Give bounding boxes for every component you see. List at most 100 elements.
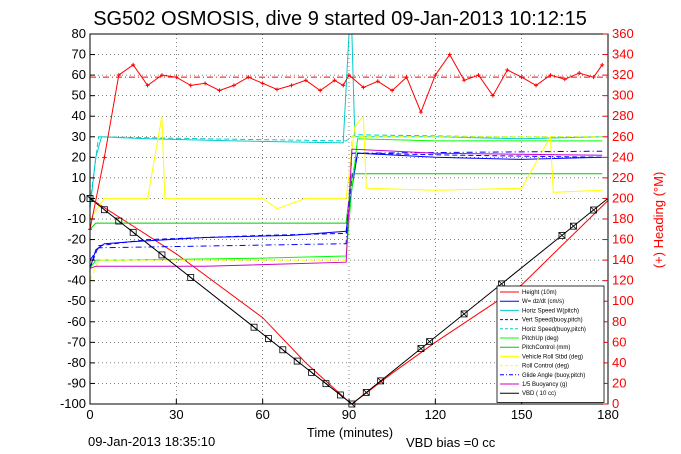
vbd-marker — [308, 368, 315, 376]
footer-vbd-bias: VBD bias =0 cc — [406, 435, 496, 450]
y-left-tick-label: 50 — [72, 88, 86, 103]
chart-title: SG502 OSMOSIS, dive 9 started 09-Jan-201… — [93, 8, 587, 30]
y-axis-left: 80 70 60 50 40 30 20 10 0 -10 -20 -30 -40 -50 -60 -70 -8… — [60, 26, 95, 411]
heading-point — [145, 83, 150, 88]
heading-point — [260, 81, 265, 86]
vbd-marker — [460, 310, 468, 318]
heading-point — [591, 75, 596, 80]
y-left-tick-label: 80 — [72, 26, 86, 41]
x-tick-label: 120 — [424, 407, 446, 422]
heading-point — [231, 83, 236, 88]
y-left-tick-label: -70 — [67, 334, 86, 349]
legend-entry: Roll Control (deg) — [522, 364, 569, 370]
vbd-marker — [250, 323, 258, 331]
heading-point — [318, 88, 323, 93]
vbd-marker — [336, 391, 344, 399]
y-right-tick-label: 240 — [612, 149, 634, 164]
heading-point — [174, 75, 179, 80]
x-tick-label: 0 — [86, 407, 93, 422]
y-left-tick-label: -20 — [67, 232, 86, 247]
vbd-marker-cross — [187, 274, 195, 281]
heading-point — [361, 85, 366, 90]
vbd-marker — [558, 231, 566, 239]
y-axis-right-label: (+) Heading (°M) — [651, 172, 666, 269]
legend-entry: Vert Speed(buoy,pitch) — [522, 318, 583, 324]
vbd-marker — [426, 338, 433, 346]
y-right-tick-label: 160 — [612, 232, 634, 247]
vbd-marker-cross — [101, 206, 108, 214]
y-right-tick-label: 300 — [612, 88, 634, 103]
heading-point — [131, 62, 136, 67]
heading-point — [534, 83, 539, 88]
y-right-tick-label: 340 — [612, 47, 634, 62]
y-right-tick-label: 220 — [612, 170, 634, 185]
legend-entry: Glide Angle (buoy,pitch) — [522, 373, 585, 379]
vbd-marker — [377, 377, 385, 385]
vbd-marker-cross — [250, 323, 258, 331]
heading-point — [341, 83, 346, 88]
vbd-marker-cross — [362, 389, 370, 396]
heading-point — [418, 110, 423, 115]
vbd-marker-cross — [590, 206, 597, 214]
legend-box — [496, 285, 605, 403]
heading-point — [116, 73, 121, 78]
vbd-marker-cross — [115, 217, 123, 225]
vbd-marker-cross — [337, 391, 344, 399]
heading-point — [275, 87, 280, 92]
series-line-7 — [89, 114, 603, 220]
y-left-tick-label: -10 — [67, 211, 86, 226]
heading-point — [462, 78, 467, 83]
y-left-tick-label: -60 — [67, 314, 86, 329]
y-right-tick-label: 120 — [612, 273, 634, 288]
heading-point — [447, 52, 452, 57]
series-line-8 — [89, 136, 603, 281]
y-right-tick-label: 200 — [612, 190, 634, 205]
x-axis: 0 30 60 90 120 150 180 — [86, 399, 619, 422]
legend-entry: Horiz Speed W(pitch) — [522, 308, 579, 314]
vbd-marker-cross — [265, 335, 272, 342]
heading-point — [490, 93, 495, 98]
x-tick-label: 90 — [342, 407, 356, 422]
x-tick-label: 30 — [169, 407, 183, 422]
vbd-marker — [362, 389, 370, 396]
heading-point — [203, 81, 208, 86]
vbd-marker-cross — [460, 310, 468, 318]
vbd-marker — [115, 217, 123, 225]
vbd-marker-cross — [293, 357, 301, 365]
x-tick-label: 180 — [597, 407, 619, 422]
heading-point — [102, 155, 107, 160]
plot-area — [86, 33, 609, 408]
y-left-tick-label: -80 — [67, 355, 86, 370]
x-tick-label: 60 — [255, 407, 269, 422]
legend: Height (10m) W= dz/dt (cm/s) Horiz Speed W… — [496, 285, 605, 403]
y-left-tick-label: 70 — [72, 47, 86, 62]
vbd-marker-cross — [158, 251, 166, 259]
heading-point — [217, 88, 222, 93]
footer-date: 09-Jan-2013 18:35:10 — [88, 434, 215, 449]
vbd-marker — [570, 222, 577, 230]
y-left-tick-label: -100 — [60, 396, 86, 411]
y-left-tick-label: 0 — [79, 190, 86, 205]
heading-point — [562, 77, 567, 82]
y-left-tick-label: -30 — [67, 252, 86, 267]
heading-point — [303, 78, 308, 83]
y-right-tick-label: 140 — [612, 252, 634, 267]
heading-point — [347, 73, 351, 78]
y-left-tick-label: -50 — [67, 293, 86, 308]
vbd-marker-cross — [558, 232, 566, 239]
y-axis-right: 3603403203002802602402202001801601401201… — [603, 26, 634, 411]
legend-entry: W= dz/dt (cm/s) — [522, 299, 564, 305]
y-right-tick-label: 20 — [612, 375, 626, 390]
x-axis-label: Time (minutes) — [307, 425, 393, 440]
vbd-marker — [293, 357, 301, 365]
vbd-marker-cross — [308, 369, 315, 376]
vbd-marker-cross — [417, 345, 425, 352]
heading-point — [433, 73, 438, 78]
legend-entry: 1/5 Buoyancy (g) — [522, 382, 567, 388]
heading-point — [246, 75, 251, 80]
vbd-marker-cross — [377, 377, 384, 385]
vbd-marker — [417, 345, 425, 352]
vbd-marker — [129, 228, 137, 236]
vbd-marker-cross — [129, 229, 137, 236]
